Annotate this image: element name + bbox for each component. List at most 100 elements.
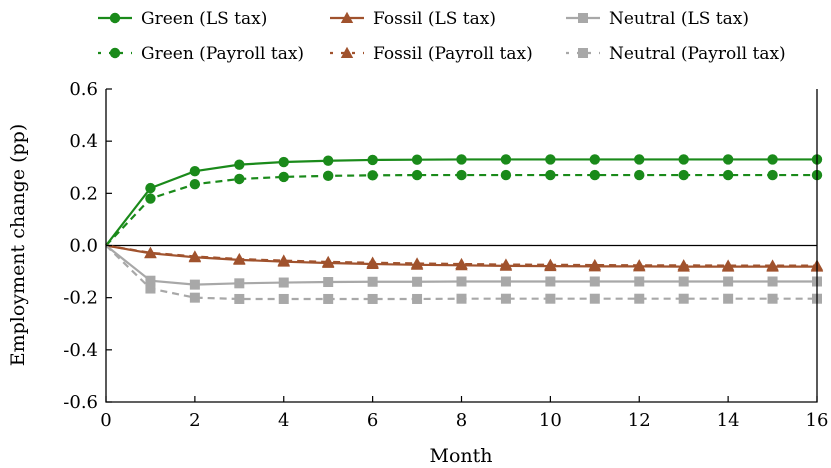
data-point-s4-11	[589, 169, 601, 181]
x-tick-label: 8	[456, 410, 467, 431]
y-tick-label: 0.6	[69, 79, 98, 100]
data-point-s1-6	[367, 154, 378, 166]
legend-label: Green (Payroll tax)	[141, 44, 304, 64]
legend-item-4: Green (Payroll tax)	[98, 44, 304, 64]
y-tick-label: -0.6	[63, 392, 98, 413]
legend-marker	[340, 11, 354, 23]
axes: -0.6 -0.4 -0.2 0.0 0.2 0.4 0.6 0 2 4 6 8 10 12 14 16	[63, 79, 828, 431]
data-point-s3-3	[234, 278, 245, 289]
data-point-s3-8	[456, 276, 467, 287]
y-tick-label: 0.4	[69, 131, 98, 152]
data-point-s4-10	[545, 169, 556, 181]
data-point-s1-10	[545, 154, 556, 165]
data-point-s1-4	[278, 156, 289, 168]
data-point-s4-8	[456, 169, 467, 181]
data-point-s3-6	[367, 276, 378, 287]
data-point-s5-15	[766, 259, 779, 271]
x-tick-label: 4	[278, 410, 289, 431]
legend-label: Neutral (LS tax)	[609, 9, 749, 29]
data-point-s4-7	[411, 169, 423, 181]
x-tick-label: 14	[717, 410, 740, 431]
data-point-s3-10	[545, 276, 556, 287]
data-point-s1-5	[322, 155, 334, 166]
data-point-s6-5	[323, 293, 334, 304]
y-axis-label: Employment change (pp)	[7, 124, 29, 367]
data-point-s6-3	[234, 293, 245, 304]
data-point-s3-15	[767, 276, 778, 287]
data-point-s1-11	[589, 154, 601, 165]
data-point-s6-8	[456, 293, 467, 304]
legend-label: Green (LS tax)	[141, 9, 267, 29]
data-point-s6-13	[678, 293, 689, 304]
data-point-s6-4	[278, 293, 289, 304]
data-point-s5-8	[455, 257, 468, 269]
data-point-s4-1	[145, 193, 156, 204]
data-point-s5-1	[144, 246, 157, 258]
series-line-6	[105, 244, 817, 301]
data-point-s3-9	[500, 276, 511, 287]
y-tick-label: 0.2	[69, 183, 98, 204]
data-point-s3-14	[723, 276, 734, 287]
data-point-s5-9	[499, 258, 513, 270]
data-point-s4-2	[189, 179, 201, 190]
plot-area	[105, 154, 824, 304]
x-tick-label: 0	[100, 410, 111, 431]
data-point-s1-15	[767, 154, 778, 165]
data-point-s3-2	[189, 279, 200, 290]
data-point-s6-2	[189, 292, 200, 303]
data-point-s5-2	[188, 250, 202, 262]
data-point-s1-12	[634, 154, 645, 165]
data-point-s4-3	[234, 173, 245, 185]
data-point-s3-5	[323, 277, 334, 288]
legend-marker	[578, 13, 588, 23]
data-point-s1-7	[411, 154, 423, 165]
data-point-s1-1	[145, 182, 156, 194]
series-line-4	[105, 173, 817, 247]
data-point-s1-8	[456, 154, 467, 165]
y-tick-label: -0.4	[63, 340, 98, 361]
legend-marker	[109, 47, 121, 59]
data-point-s3-12	[634, 276, 645, 287]
x-tick-label: 10	[539, 410, 562, 431]
data-point-s4-14	[722, 169, 734, 181]
data-point-s5-3	[233, 252, 246, 265]
data-point-s4-5	[322, 170, 334, 182]
data-point-s6-1	[145, 283, 156, 294]
series-line-5	[105, 244, 817, 267]
y-tick-label: 0.0	[69, 236, 98, 257]
data-point-s6-10	[545, 293, 556, 304]
x-tick-label: 6	[367, 410, 378, 431]
data-point-s1-14	[722, 154, 734, 165]
data-point-s5-7	[410, 257, 424, 269]
data-point-s1-3	[234, 159, 245, 170]
legend-label: Fossil (LS tax)	[373, 9, 496, 29]
legend-label: Neutral (Payroll tax)	[609, 44, 786, 64]
data-point-s5-13	[677, 259, 690, 271]
data-point-s1-13	[678, 154, 689, 165]
data-point-s5-11	[588, 258, 602, 271]
data-point-s5-14	[721, 259, 735, 271]
data-point-s6-15	[767, 293, 778, 304]
data-point-s5-6	[366, 256, 379, 268]
x-tick-label: 16	[806, 410, 829, 431]
data-point-s4-15	[767, 169, 778, 181]
data-point-s6-11	[589, 293, 600, 304]
legend-item-5: Fossil (Payroll tax)	[330, 44, 533, 64]
data-point-s5-10	[544, 258, 557, 270]
data-point-s3-7	[412, 276, 423, 287]
legend-item-3: Neutral (LS tax)	[566, 9, 749, 29]
data-point-s4-4	[278, 171, 289, 183]
legend-marker	[340, 46, 354, 58]
data-point-s3-11	[589, 276, 600, 287]
data-point-s3-4	[278, 277, 289, 288]
data-point-s1-2	[189, 165, 201, 177]
data-point-s4-12	[634, 169, 645, 181]
x-tick-label: 12	[628, 410, 651, 431]
data-point-s6-14	[723, 293, 734, 304]
legend-marker	[109, 12, 121, 24]
data-point-s4-6	[367, 170, 378, 181]
legend-label: Fossil (Payroll tax)	[373, 44, 533, 64]
data-point-s4-9	[500, 169, 512, 181]
data-point-s6-6	[367, 293, 378, 304]
